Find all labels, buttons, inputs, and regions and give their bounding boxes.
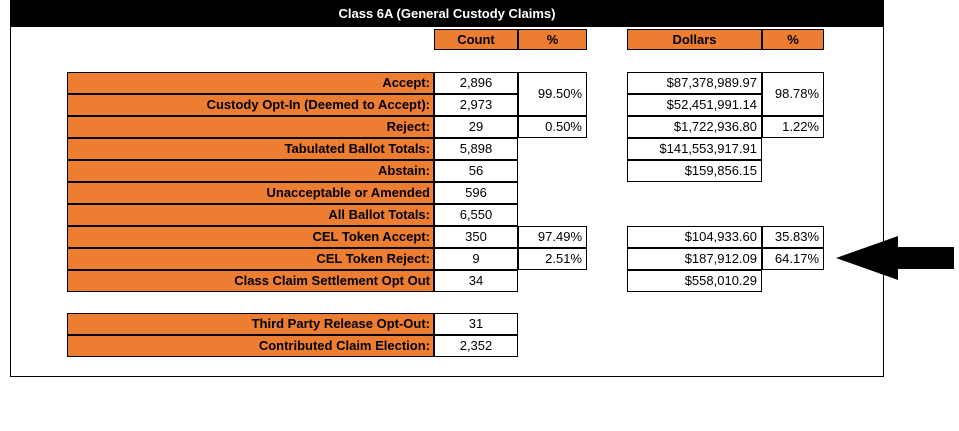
dollars-settlement-opt-out: $558,010.29 — [627, 270, 762, 292]
dollars-cel-reject: $187,912.09 — [627, 248, 762, 270]
header-dollars-pct: % — [762, 29, 824, 50]
dollars-abstain: $159,856.15 — [627, 160, 762, 182]
row-label-accept: Accept: — [67, 72, 434, 94]
pct-dollars-accept: 98.78% — [762, 72, 824, 116]
count-third-party-release: 31 — [434, 313, 518, 335]
dollars-accept: $87,378,989.97 — [627, 72, 762, 94]
count-settlement-opt-out: 34 — [434, 270, 518, 292]
row-label-reject: Reject: — [67, 116, 434, 138]
count-custody-opt-in: 2,973 — [434, 94, 518, 116]
pct-count-cel-reject: 2.51% — [518, 248, 587, 270]
count-reject: 29 — [434, 116, 518, 138]
row-label-abstain: Abstain: — [67, 160, 434, 182]
header-count-pct: % — [518, 29, 587, 50]
dollars-tabulated-totals: $141,553,917.91 — [627, 138, 762, 160]
row-label-contributed-claim: Contributed Claim Election: — [67, 335, 434, 357]
row-label-all-totals: All Ballot Totals: — [67, 204, 434, 226]
count-unacceptable: 596 — [434, 182, 518, 204]
header-dollars: Dollars — [627, 29, 762, 50]
pct-count-accept: 99.50% — [518, 72, 587, 116]
report-frame — [10, 0, 884, 377]
row-label-third-party-release: Third Party Release Opt-Out: — [67, 313, 434, 335]
count-cel-reject: 9 — [434, 248, 518, 270]
row-label-tabulated-totals: Tabulated Ballot Totals: — [67, 138, 434, 160]
count-tabulated-totals: 5,898 — [434, 138, 518, 160]
pct-count-cel-accept: 97.49% — [518, 226, 587, 248]
row-label-custody-opt-in: Custody Opt-In (Deemed to Accept): — [67, 94, 434, 116]
row-label-settlement-opt-out: Class Claim Settlement Opt Out — [67, 270, 434, 292]
dollars-cel-accept: $104,933.60 — [627, 226, 762, 248]
arrow-left-icon — [836, 236, 954, 280]
row-label-cel-accept: CEL Token Accept: — [67, 226, 434, 248]
pct-count-reject: 0.50% — [518, 116, 587, 138]
pct-dollars-cel-accept: 35.83% — [762, 226, 824, 248]
count-contributed-claim: 2,352 — [434, 335, 518, 357]
count-accept: 2,896 — [434, 72, 518, 94]
dollars-reject: $1,722,936.80 — [627, 116, 762, 138]
header-count: Count — [434, 29, 518, 50]
count-cel-accept: 350 — [434, 226, 518, 248]
pct-dollars-reject: 1.22% — [762, 116, 824, 138]
dollars-custody-opt-in: $52,451,991.14 — [627, 94, 762, 116]
row-label-unacceptable: Unacceptable or Amended — [67, 182, 434, 204]
count-abstain: 56 — [434, 160, 518, 182]
count-all-totals: 6,550 — [434, 204, 518, 226]
pct-dollars-cel-reject: 64.17% — [762, 248, 824, 270]
table-title: Class 6A (General Custody Claims) — [10, 0, 884, 27]
row-label-cel-reject: CEL Token Reject: — [67, 248, 434, 270]
